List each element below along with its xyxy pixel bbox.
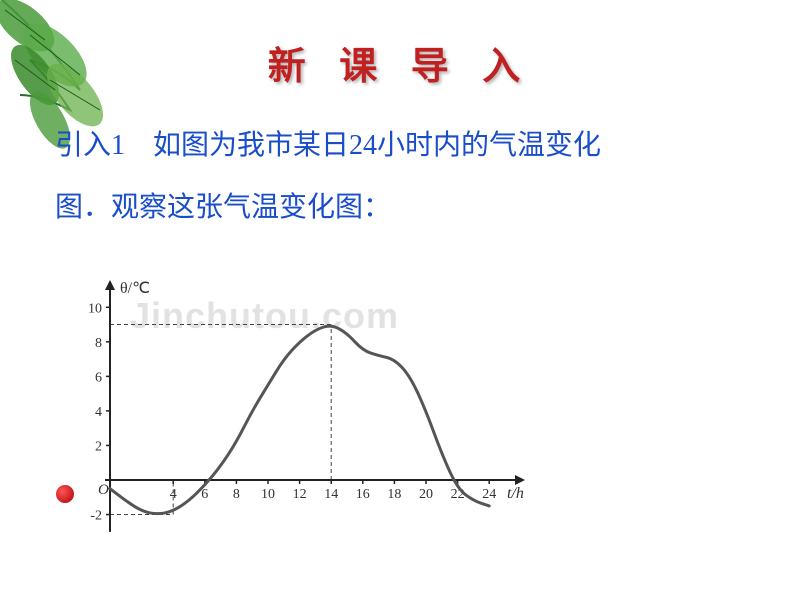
svg-text:8: 8 <box>95 336 102 351</box>
svg-text:22: 22 <box>451 487 465 502</box>
svg-text:10: 10 <box>261 487 275 502</box>
svg-text:8: 8 <box>233 487 240 502</box>
svg-text:16: 16 <box>356 487 370 502</box>
svg-text:6: 6 <box>95 370 102 385</box>
svg-text:-2: -2 <box>90 509 102 524</box>
svg-text:O: O <box>98 482 109 498</box>
intro-line-2: 图．观察这张气温变化图： <box>55 177 740 239</box>
svg-text:20: 20 <box>419 487 433 502</box>
svg-text:4: 4 <box>95 405 102 420</box>
bullet-dot <box>56 485 74 503</box>
svg-text:2: 2 <box>95 439 102 454</box>
svg-text:14: 14 <box>324 487 338 502</box>
temperature-chart: -22468104681012141618202224Oθ/℃t/h <box>55 275 535 535</box>
page-title: 新 课 导 入 <box>0 35 800 90</box>
svg-text:12: 12 <box>293 487 307 502</box>
intro-text: 引入1 如图为我市某日24小时内的气温变化 图．观察这张气温变化图： <box>55 115 740 238</box>
svg-text:4: 4 <box>170 487 177 502</box>
svg-text:18: 18 <box>387 487 401 502</box>
svg-text:10: 10 <box>88 301 102 316</box>
svg-text:24: 24 <box>482 487 496 502</box>
svg-text:t/h: t/h <box>507 485 524 502</box>
intro-line-1: 引入1 如图为我市某日24小时内的气温变化 <box>55 115 740 177</box>
svg-text:θ/℃: θ/℃ <box>120 280 150 297</box>
